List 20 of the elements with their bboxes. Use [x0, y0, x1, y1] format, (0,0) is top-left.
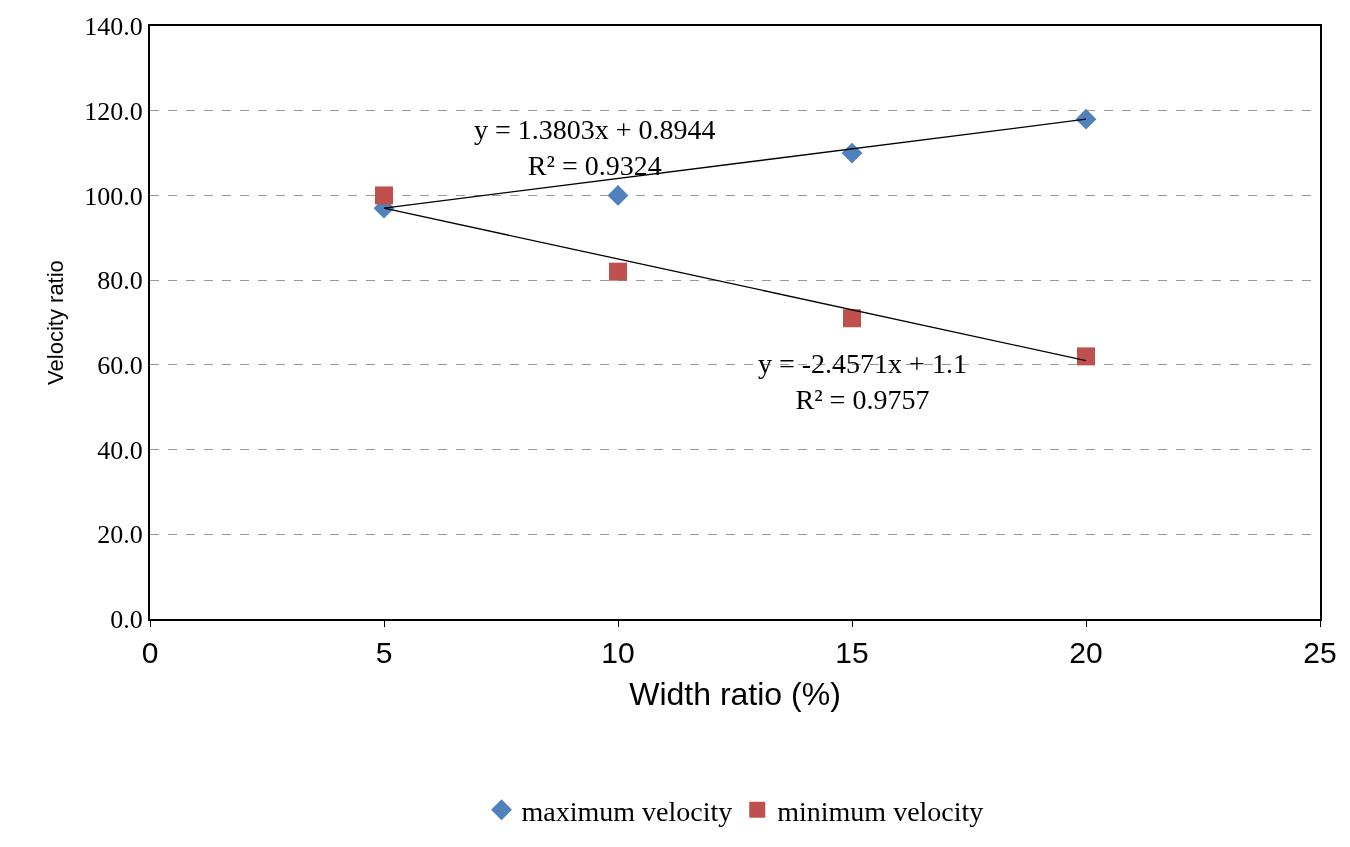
x-tick-label: 15 — [835, 636, 869, 669]
annotation: y = -2.4571x + 1.1 R² = 0.9757 — [758, 348, 967, 416]
y-axis-title: Velocity ratio — [42, 260, 68, 385]
x-tick-label: 25 — [1303, 636, 1337, 669]
y-tick-label: 80.0 — [97, 266, 143, 296]
y-tick-label: 0.0 — [110, 605, 143, 635]
x-tick-label: 20 — [1069, 636, 1103, 669]
x-axis-title: Width ratio (%) — [629, 676, 841, 713]
y-tick-label: 100.0 — [84, 181, 143, 211]
y-tick-label: 20.0 — [97, 520, 143, 550]
x-tick-label: 10 — [601, 636, 635, 669]
y-tick-label: 120.0 — [84, 96, 143, 126]
y-tick-label: 40.0 — [97, 435, 143, 465]
x-tick-label: 5 — [375, 636, 393, 669]
x-tick-label: 0 — [141, 636, 159, 669]
y-tick-label: 60.0 — [97, 350, 143, 380]
legend-label: minimum velocity — [777, 795, 984, 827]
y-tick-label: 140.0 — [84, 12, 143, 42]
legend-label: maximum velocity — [521, 795, 733, 827]
annotation: y = 1.3803x + 0.8944 R² = 0.9324 — [474, 114, 716, 182]
